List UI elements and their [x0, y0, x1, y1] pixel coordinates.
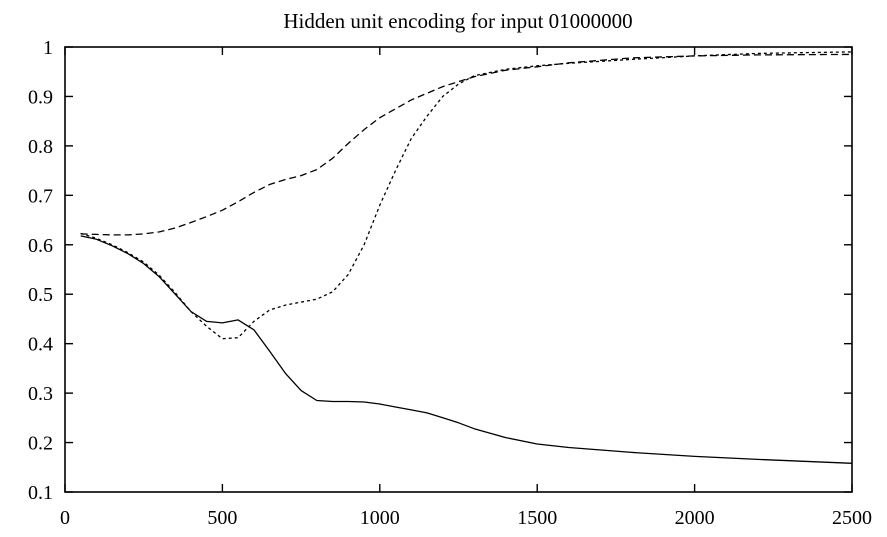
- axis-tick-labels: 0.1 0.2 0.3 0.4 0.5 0.6 0.7 0.8 0.9 1 0 500 1000 1500…: [28, 37, 872, 529]
- x-tick-label: 500: [207, 507, 237, 529]
- y-tick-label: 0.3: [28, 383, 53, 405]
- y-tick-label: 0.7: [28, 185, 53, 207]
- y-tick-label: 0.6: [28, 235, 53, 257]
- series-line-solid: [80, 235, 853, 464]
- x-tick-label: 1500: [517, 507, 557, 529]
- series-line-dashed: [80, 53, 853, 236]
- y-tick-label: 1: [43, 37, 53, 59]
- y-tick-label: 0.2: [28, 433, 53, 455]
- axis-ticks: [64, 46, 853, 493]
- y-tick-label: 0.1: [28, 482, 53, 504]
- plot-frame: [64, 46, 853, 493]
- x-tick-label: 1000: [360, 507, 400, 529]
- x-tick-label: 0: [60, 507, 70, 529]
- y-tick-label: 0.5: [28, 284, 53, 306]
- series-line-dotted: [80, 51, 853, 340]
- chart-title: Hidden unit encoding for input 01000000: [283, 9, 632, 33]
- y-tick-label: 0.8: [28, 136, 53, 158]
- series-lines: [80, 51, 853, 464]
- x-tick-label: 2500: [832, 507, 872, 529]
- y-tick-label: 0.4: [28, 334, 53, 356]
- x-tick-label: 2000: [675, 507, 715, 529]
- y-tick-label: 0.9: [28, 86, 53, 108]
